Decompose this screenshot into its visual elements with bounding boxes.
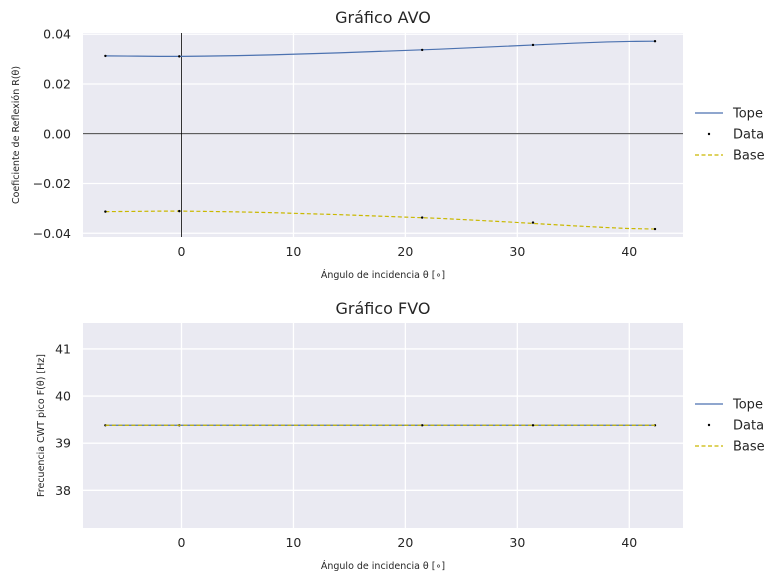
fvo-chart: 0 10 20 30 40 38 39 40 41 Gráfico FVO Ángulo de … — [36, 299, 765, 572]
fvo-legend: Tope Data Base — [695, 398, 765, 455]
avo-title: Gráfico AVO — [335, 8, 431, 27]
avo-legend-marker-data — [707, 132, 711, 136]
avo-data-point — [178, 55, 181, 58]
fvo-legend-label-base: Base — [733, 440, 765, 455]
fvo-x-tick-label: 40 — [621, 535, 637, 550]
fvo-x-tick-label: 0 — [178, 535, 186, 550]
avo-tick-labels: 0 10 20 30 40 −0.04 −0.02 0.00 0.02 0.04 — [33, 27, 638, 259]
fvo-x-axis-label: Ángulo de incidencia θ [∘] — [321, 560, 445, 572]
avo-data-point — [420, 48, 424, 52]
avo-data-point — [104, 210, 107, 213]
avo-legend: Tope Data Base — [695, 107, 765, 164]
fvo-y-tick-label: 40 — [55, 389, 71, 404]
avo-y-tick-label: 0.02 — [43, 77, 71, 92]
avo-x-tick-label: 0 — [178, 244, 186, 259]
fvo-legend-label-data: Data — [733, 419, 764, 434]
fvo-data-point — [531, 424, 535, 427]
fvo-y-tick-label: 39 — [55, 436, 71, 451]
avo-chart: 0 10 20 30 40 −0.04 −0.02 0.00 0.02 0.04 Gráfico … — [11, 8, 765, 281]
fvo-y-tick-label: 38 — [55, 483, 71, 498]
avo-data-point — [531, 221, 535, 224]
fvo-x-tick-label: 30 — [509, 535, 525, 550]
fvo-legend-label-tope: Tope — [732, 398, 763, 413]
fvo-y-tick-label: 41 — [55, 341, 71, 356]
avo-data-point — [420, 216, 424, 219]
avo-data-point — [653, 40, 657, 43]
avo-data-point — [531, 43, 535, 47]
avo-legend-label-base: Base — [733, 149, 765, 164]
avo-series-tope — [105, 40, 656, 57]
avo-y-tick-label: 0.04 — [43, 27, 71, 42]
avo-series — [104, 40, 657, 231]
avo-legend-label-tope: Tope — [732, 107, 763, 122]
avo-x-tick-label: 30 — [509, 244, 525, 259]
avo-data-point — [653, 227, 657, 231]
avo-x-tick-label: 40 — [621, 244, 637, 259]
avo-data-point — [104, 54, 107, 58]
fvo-title: Gráfico FVO — [336, 299, 431, 318]
avo-grid — [83, 33, 683, 237]
avo-y-tick-label: −0.02 — [33, 176, 71, 191]
avo-legend-label-data: Data — [733, 128, 764, 143]
fvo-y-axis-label: Frecuencia CWT pico F(θ) [Hz] — [36, 354, 47, 497]
avo-data-point — [178, 209, 181, 213]
fvo-series — [104, 424, 657, 427]
fvo-tick-labels: 0 10 20 30 40 38 39 40 41 — [55, 341, 637, 550]
fvo-legend-marker-data — [707, 423, 711, 427]
avo-y-tick-label: 0.00 — [43, 126, 71, 141]
avo-y-axis-label: Coeficiente de Reflexión R(θ) — [11, 66, 22, 204]
avo-x-tick-label: 20 — [397, 244, 413, 259]
avo-series-base — [105, 210, 656, 230]
fvo-x-tick-label: 20 — [397, 535, 413, 550]
avo-plot-area — [83, 33, 683, 237]
avo-x-axis-label: Ángulo de incidencia θ [∘] — [321, 269, 445, 281]
avo-reference-lines — [83, 33, 683, 237]
avo-y-tick-label: −0.04 — [33, 226, 71, 241]
avo-x-tick-label: 10 — [285, 244, 301, 259]
fvo-data-point — [420, 424, 424, 427]
fvo-x-tick-label: 10 — [285, 535, 301, 550]
